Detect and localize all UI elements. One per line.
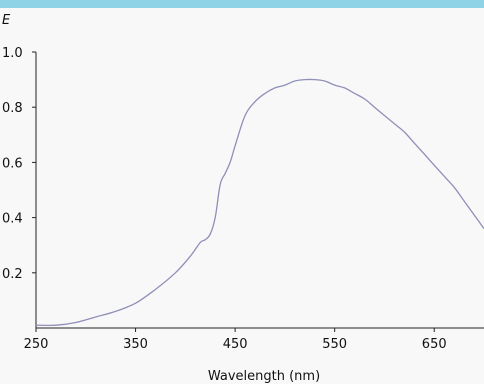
x-tick-label: 350 [123, 337, 148, 352]
x-tick-label: 450 [223, 337, 248, 352]
y-tick-label: 1.0 [2, 46, 23, 61]
series-line [35, 78, 484, 327]
y-tick-label: 0.4 [2, 212, 23, 227]
x-tick-label: 550 [322, 337, 347, 352]
y-tick-label: 0.2 [2, 267, 23, 282]
y-tick-label: 0.6 [2, 156, 23, 171]
spectrum-chart: 0.2 0.4 0.6 0.8 1.0 250 350 450 550 650 E Wavele… [2, 13, 484, 384]
x-tick-label: 250 [24, 337, 49, 352]
y-tick-label: 0.8 [2, 101, 23, 116]
x-axis-title: Wavelength (nm) [208, 369, 320, 384]
axes [35, 52, 484, 329]
y-ticks: 0.2 0.4 0.6 0.8 1.0 [2, 46, 36, 282]
x-ticks: 250 350 450 550 650 [24, 328, 447, 352]
x-tick-label: 650 [422, 337, 447, 352]
chart-panel: 0.2 0.4 0.6 0.8 1.0 250 350 450 550 650 E Wavele… [0, 8, 484, 384]
y-axis-title: E [2, 13, 11, 28]
